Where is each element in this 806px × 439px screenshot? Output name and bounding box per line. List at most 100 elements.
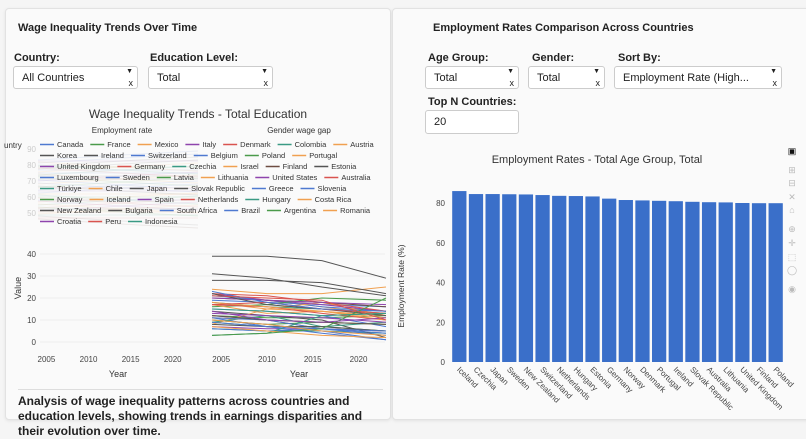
clear-icon[interactable]: x (595, 78, 601, 88)
dropdown-arrow-icon[interactable]: ▼ (770, 68, 777, 75)
legend-item[interactable]: Netherlands (198, 195, 239, 204)
bar-australia[interactable] (701, 202, 717, 362)
legend-item[interactable]: France (107, 140, 130, 149)
legend-item[interactable]: Argentina (284, 206, 317, 215)
legend-item[interactable]: Austria (350, 140, 374, 149)
legend-item[interactable]: Estonia (331, 162, 357, 171)
bar-japan[interactable] (485, 194, 500, 362)
bar-ireland[interactable] (668, 201, 683, 362)
legend-item[interactable]: Slovenia (318, 184, 348, 193)
legend-item[interactable]: Czechia (189, 162, 217, 171)
clear-icon[interactable]: x (263, 78, 269, 88)
dropdown-arrow-icon[interactable]: ▼ (593, 68, 600, 75)
zoom-in-icon[interactable]: ⊞ (788, 165, 796, 175)
legend-item[interactable]: Chile (106, 184, 123, 193)
legend-item[interactable]: Romania (340, 206, 371, 215)
legend-item[interactable]: Switzerland (148, 151, 187, 160)
plotly-logo-icon[interactable]: ▣ (788, 146, 797, 156)
legend-item[interactable]: New Zealand (57, 206, 101, 215)
legend-item[interactable]: United States (272, 173, 317, 182)
legend-item[interactable]: Croatia (57, 217, 82, 226)
bar-czechia[interactable] (468, 194, 484, 362)
bar-united-kingdom[interactable] (735, 203, 750, 362)
box-select-icon[interactable]: ⬚ (788, 252, 797, 262)
age-group-dropdown[interactable]: Total ▼ x (425, 66, 519, 89)
bar-iceland[interactable] (452, 191, 467, 362)
legend-item[interactable]: Finland (283, 162, 308, 171)
bar-portugal[interactable] (652, 200, 667, 362)
zoom-icon[interactable]: ⊕ (788, 224, 796, 234)
legend-item[interactable]: Brazil (241, 206, 260, 215)
education-dropdown[interactable]: Total ▼ x (148, 66, 273, 89)
legend-item[interactable]: Denmark (240, 140, 271, 149)
analysis-text: Analysis of wage inequality patterns acr… (18, 394, 363, 438)
legend-item[interactable]: Slovak Republic (191, 184, 245, 193)
legend-item[interactable]: Korea (57, 151, 78, 160)
clear-icon[interactable]: x (772, 78, 778, 88)
bar-germany[interactable] (602, 198, 617, 362)
legend-item[interactable]: Sweden (123, 173, 150, 182)
gap-line-japan (211, 273, 387, 297)
bar-hungary[interactable] (568, 196, 583, 362)
dropdown-arrow-icon[interactable]: ▼ (507, 68, 514, 75)
legend-item[interactable]: Norway (57, 195, 83, 204)
legend-item[interactable]: Portugal (309, 151, 337, 160)
zoom-out-icon[interactable]: ⊟ (788, 178, 796, 188)
legend-item[interactable]: Greece (269, 184, 294, 193)
pan-icon[interactable]: ✛ (788, 238, 796, 248)
legend-item[interactable]: Hungary (262, 195, 291, 204)
gender-dropdown[interactable]: Total ▼ x (528, 66, 605, 89)
gap-line-australia (211, 304, 387, 321)
legend-item[interactable]: United Kingdom (57, 162, 110, 171)
reset-axes-icon[interactable]: ⌂ (789, 205, 794, 215)
legend-item[interactable]: Bulgaria (125, 206, 153, 215)
legend-item[interactable]: Iceland (106, 195, 130, 204)
employment-chart[interactable]: Employment Rates - Total Age Group, Tota… (392, 140, 806, 411)
bar-netherlands[interactable] (552, 195, 567, 362)
legend-item[interactable]: Mexico (155, 140, 179, 149)
dropdown-arrow-icon[interactable]: ▼ (126, 68, 133, 75)
autoscale-icon[interactable]: ✕ (788, 192, 796, 202)
bar-switzerland[interactable] (535, 195, 550, 362)
bar-finland[interactable] (751, 203, 767, 362)
legend-item[interactable]: Israel (240, 162, 259, 171)
legend-title: untry (4, 141, 22, 150)
bar-sweden[interactable] (502, 194, 517, 362)
legend-item[interactable]: Türkiye (57, 184, 82, 193)
clear-icon[interactable]: x (509, 78, 515, 88)
wage-inequality-chart[interactable]: Wage Inequality Trends - Total Education… (0, 100, 390, 390)
sort-by-dropdown[interactable]: Employment Rate (High... ▼ x (614, 66, 782, 89)
legend-item[interactable]: Poland (262, 151, 285, 160)
legend-item[interactable]: Peru (105, 217, 121, 226)
legend-item[interactable]: South Africa (177, 206, 218, 215)
top-n-input[interactable]: 20 (425, 110, 519, 134)
legend-item[interactable]: Luxembourg (57, 173, 99, 182)
legend-item[interactable]: Lithuania (218, 173, 249, 182)
dropdown-arrow-icon[interactable]: ▼ (261, 68, 268, 75)
legend-background (38, 138, 388, 229)
bar-slovak-republic[interactable] (685, 201, 700, 362)
legend-item[interactable]: Japan (147, 184, 167, 193)
legend-item[interactable]: Australia (341, 173, 371, 182)
bar-norway[interactable] (618, 200, 633, 362)
bar-denmark[interactable] (635, 200, 650, 362)
legend-item[interactable]: Spain (155, 195, 174, 204)
camera-icon[interactable]: ◉ (788, 284, 796, 294)
country-dropdown[interactable]: All Countries ▼ x (13, 66, 138, 89)
bar-new-zealand[interactable] (518, 194, 534, 362)
age-group-label: Age Group: (428, 52, 489, 64)
legend-item[interactable]: Ireland (101, 151, 124, 160)
legend-item[interactable]: Latvia (174, 173, 195, 182)
bar-estonia[interactable] (585, 196, 600, 362)
legend-item[interactable]: Germany (134, 162, 165, 171)
lasso-select-icon[interactable]: ◯ (787, 265, 797, 276)
legend-item[interactable]: Belgium (211, 151, 238, 160)
legend-item[interactable]: Indonesia (145, 217, 178, 226)
clear-icon[interactable]: x (128, 78, 134, 88)
bar-lithuania[interactable] (718, 202, 733, 362)
bar-poland[interactable] (768, 203, 783, 362)
legend-item[interactable]: Colombia (295, 140, 328, 149)
legend-item[interactable]: Italy (202, 140, 216, 149)
legend-item[interactable]: Canada (57, 140, 84, 149)
legend-item[interactable]: Costa Rica (315, 195, 353, 204)
